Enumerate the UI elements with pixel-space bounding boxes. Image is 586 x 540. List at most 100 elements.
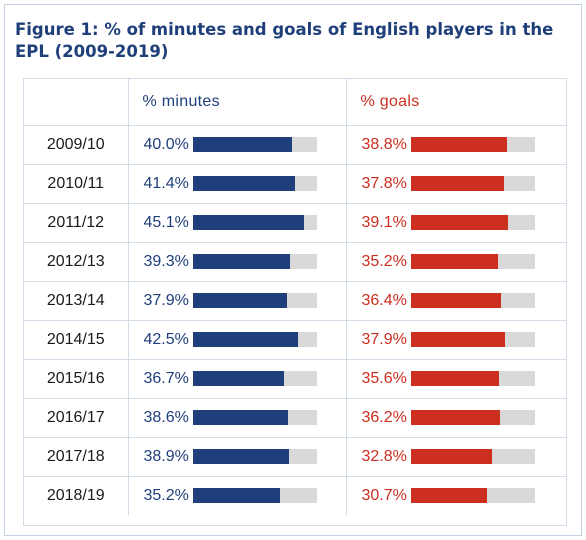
goals-value-label: 30.7%: [361, 486, 407, 504]
goals-bar: [410, 215, 508, 230]
goals-bar-track: [410, 410, 535, 425]
table-row: 2014/15 42.5% 37.9%: [24, 319, 566, 360]
table-row: 2009/10 40.0% 38.8%: [24, 124, 566, 165]
goals-bar-track: [410, 332, 535, 347]
header-goals: % goals: [345, 79, 566, 126]
goals-bar: [410, 137, 507, 152]
season-label: 2009/10: [24, 124, 129, 165]
minutes-bar: [192, 410, 289, 425]
season-label: 2015/16: [24, 358, 129, 399]
goals-bar-track: [410, 215, 535, 230]
minutes-value-label: 36.7%: [143, 369, 189, 387]
minutes-bar: [192, 137, 292, 152]
minutes-value-label: 38.9%: [143, 447, 189, 465]
table-row: 2017/18 38.9% 32.8%: [24, 436, 566, 477]
table-row: 2013/14 37.9% 36.4%: [24, 280, 566, 321]
goals-bar: [410, 293, 501, 308]
minutes-cell: 38.9%: [127, 436, 347, 477]
minutes-bar: [192, 293, 287, 308]
table-row: 2018/19 35.2% 30.7%: [24, 475, 566, 515]
minutes-cell: 41.4%: [127, 163, 347, 204]
minutes-bar-track: [192, 215, 317, 230]
minutes-bar-track: [192, 410, 317, 425]
figure-frame: Figure 1: % of minutes and goals of Engl…: [4, 4, 582, 536]
minutes-cell: 39.3%: [127, 241, 347, 282]
data-table: % minutes % goals 2009/10 40.0% 38.8% 2010/…: [24, 79, 566, 515]
minutes-value-label: 41.4%: [143, 174, 189, 192]
goals-value-label: 35.2%: [361, 252, 407, 270]
table-row: 2011/12 45.1% 39.1%: [24, 202, 566, 243]
goals-cell: 32.8%: [345, 436, 566, 477]
goals-value-label: 39.1%: [361, 213, 407, 231]
minutes-bar-track: [192, 293, 317, 308]
goals-cell: 37.8%: [345, 163, 566, 204]
minutes-bar-track: [192, 176, 317, 191]
goals-bar-track: [410, 254, 535, 269]
season-label: 2011/12: [24, 202, 129, 243]
minutes-value-label: 42.5%: [143, 330, 189, 348]
goals-bar: [410, 332, 505, 347]
goals-cell: 39.1%: [345, 202, 566, 243]
goals-bar-track: [410, 176, 535, 191]
season-label: 2014/15: [24, 319, 129, 360]
goals-value-label: 32.8%: [361, 447, 407, 465]
season-label: 2013/14: [24, 280, 129, 321]
table-header-row: % minutes % goals: [24, 79, 566, 126]
goals-bar-track: [410, 137, 535, 152]
goals-value-label: 37.9%: [361, 330, 407, 348]
minutes-bar-track: [192, 449, 317, 464]
goals-bar-track: [410, 449, 535, 464]
figure-title: Figure 1: % of minutes and goals of Engl…: [15, 20, 554, 61]
goals-cell: 36.4%: [345, 280, 566, 321]
minutes-value-label: 35.2%: [143, 486, 189, 504]
goals-bar-track: [410, 371, 535, 386]
minutes-cell: 42.5%: [127, 319, 347, 360]
minutes-bar-track: [192, 488, 317, 504]
table-row: 2012/13 39.3% 35.2%: [24, 241, 566, 282]
minutes-value-label: 38.6%: [143, 408, 189, 426]
season-label: 2010/11: [24, 163, 129, 204]
season-label: 2016/17: [24, 397, 129, 438]
goals-cell: 38.8%: [345, 124, 566, 165]
minutes-value-label: 40.0%: [143, 135, 189, 153]
minutes-cell: 38.6%: [127, 397, 347, 438]
goals-bar-track: [410, 293, 535, 308]
minutes-cell: 40.0%: [127, 124, 347, 165]
table-row: 2015/16 36.7% 35.6%: [24, 358, 566, 399]
minutes-value-label: 45.1%: [143, 213, 189, 231]
goals-cell: 30.7%: [345, 475, 566, 515]
goals-cell: 37.9%: [345, 319, 566, 360]
goals-value-label: 38.8%: [361, 135, 407, 153]
minutes-cell: 37.9%: [127, 280, 347, 321]
table-row: 2010/11 41.4% 37.8%: [24, 163, 566, 204]
header-season: [24, 79, 129, 126]
minutes-cell: 36.7%: [127, 358, 347, 399]
data-table-container: % minutes % goals 2009/10 40.0% 38.8% 2010/…: [23, 78, 567, 526]
goals-value-label: 36.4%: [361, 291, 407, 309]
goals-cell: 35.6%: [345, 358, 566, 399]
season-label: 2017/18: [24, 436, 129, 477]
goals-cell: 35.2%: [345, 241, 566, 282]
goals-bar: [410, 488, 487, 504]
goals-value-label: 35.6%: [361, 369, 407, 387]
goals-bar-track: [410, 488, 535, 504]
minutes-cell: 45.1%: [127, 202, 347, 243]
minutes-bar-track: [192, 371, 317, 386]
minutes-bar: [192, 371, 284, 386]
season-label: 2018/19: [24, 475, 129, 515]
season-label: 2012/13: [24, 241, 129, 282]
minutes-bar: [192, 176, 296, 191]
minutes-bar-track: [192, 332, 317, 347]
goals-bar: [410, 254, 498, 269]
minutes-bar: [192, 488, 280, 504]
minutes-cell: 35.2%: [127, 475, 347, 515]
goals-bar: [410, 371, 499, 386]
goals-cell: 36.2%: [345, 397, 566, 438]
header-minutes: % minutes: [127, 79, 347, 126]
goals-value-label: 37.8%: [361, 174, 407, 192]
minutes-value-label: 37.9%: [143, 291, 189, 309]
minutes-bar-track: [192, 137, 317, 152]
table-row: 2016/17 38.6% 36.2%: [24, 397, 566, 438]
minutes-bar-track: [192, 254, 317, 269]
goals-bar: [410, 410, 501, 425]
